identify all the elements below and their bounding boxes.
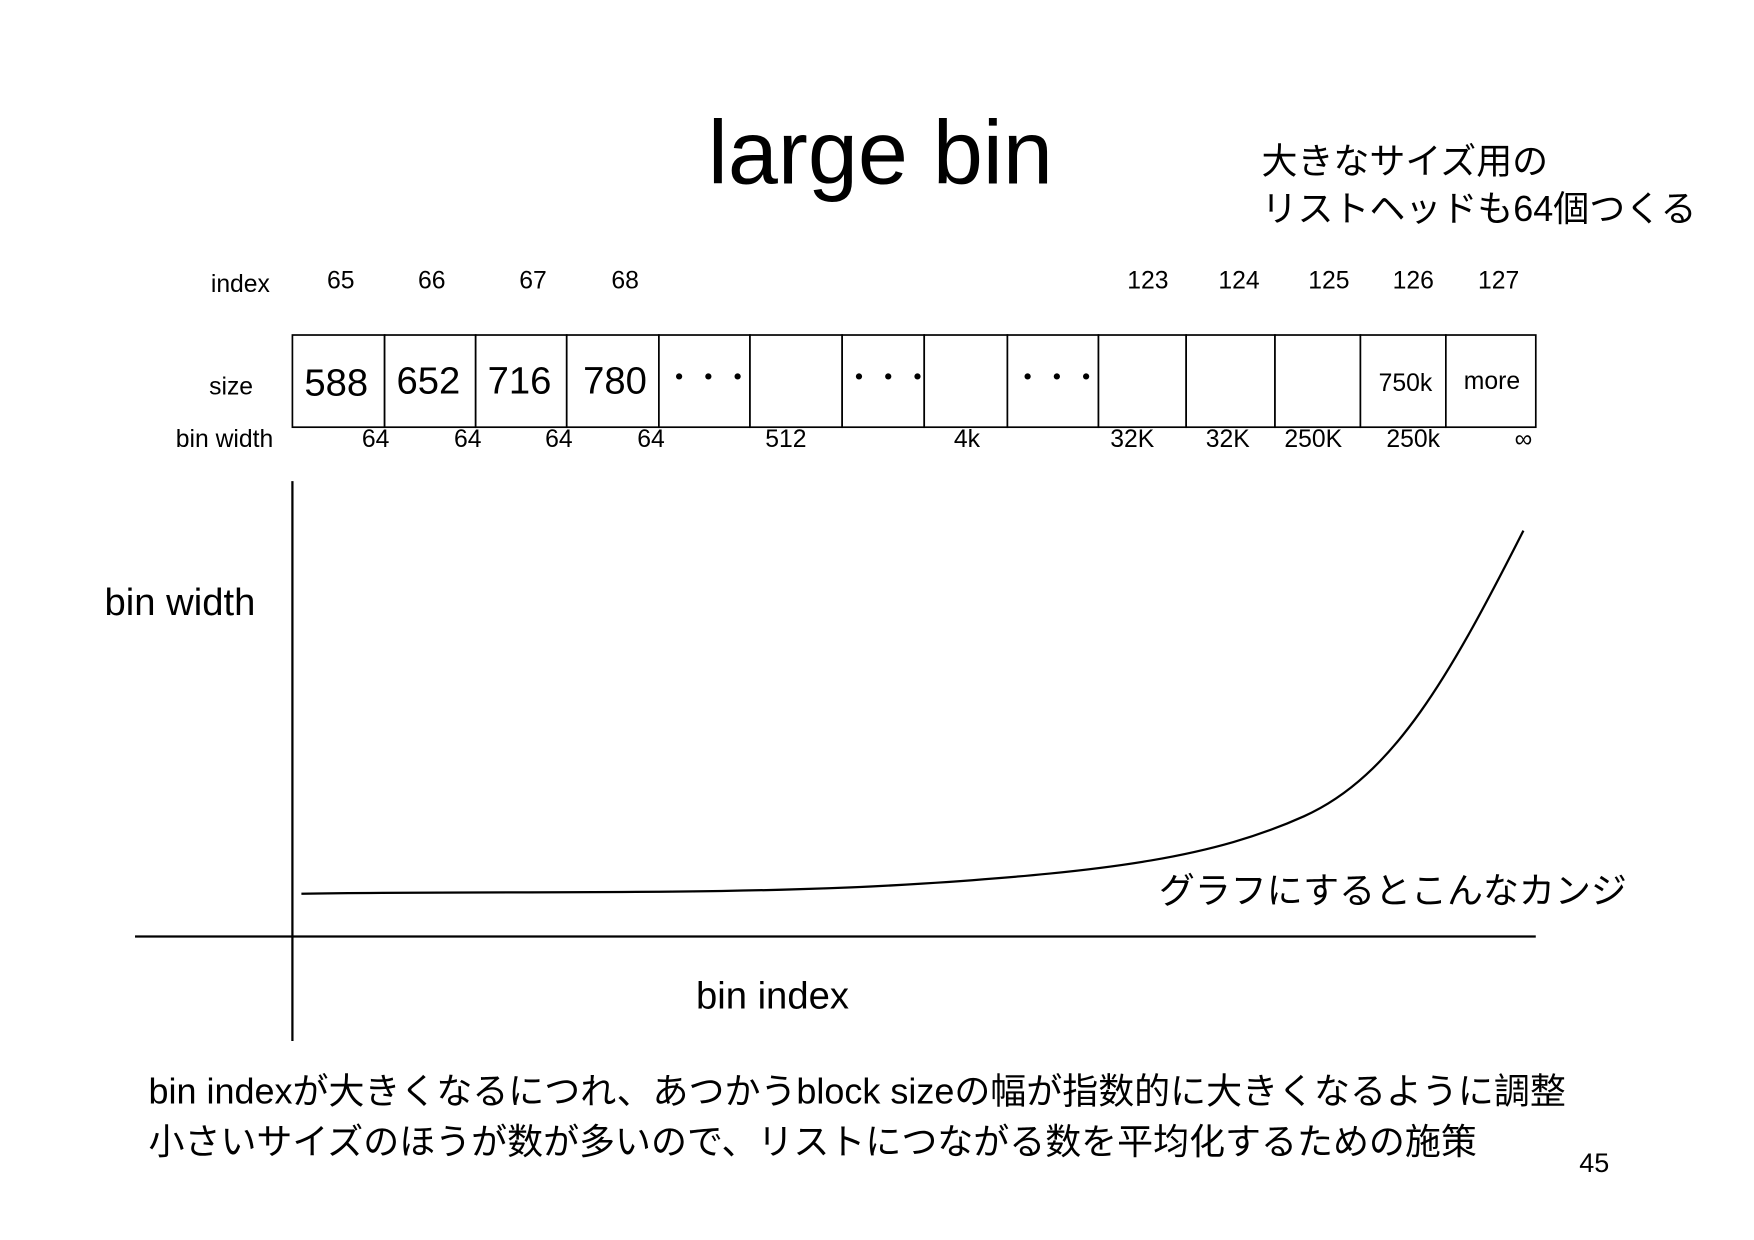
bin-width-label: 64 bbox=[362, 426, 390, 453]
size-label: 588 bbox=[304, 362, 368, 405]
footer-line: 小さいサイズのほうが数が多いので、リストにつながる数を平均化するための施策 bbox=[149, 1121, 1477, 1162]
y-axis-label: bin width bbox=[105, 581, 256, 624]
row-label: bin width bbox=[176, 426, 274, 453]
index-label: 123 bbox=[1127, 268, 1168, 295]
bin-cell bbox=[383, 334, 477, 429]
bin-cell bbox=[1185, 334, 1276, 429]
page-number: 45 bbox=[1579, 1148, 1609, 1178]
size-label: more bbox=[1464, 368, 1520, 395]
bin-cell bbox=[1097, 334, 1187, 429]
bin-width-label: 32K bbox=[1206, 426, 1250, 453]
index-label: 127 bbox=[1478, 268, 1519, 295]
bin-width-label: 64 bbox=[637, 426, 665, 453]
size-label: ・・・ bbox=[665, 363, 753, 395]
bin-width-label: 64 bbox=[454, 426, 482, 453]
index-label: 126 bbox=[1393, 268, 1434, 295]
bin-width-label: 4k bbox=[954, 426, 981, 453]
size-label: ・・・ bbox=[844, 363, 932, 395]
row-label: index bbox=[211, 271, 271, 298]
note-line: リストヘッドも64個つくる bbox=[1261, 188, 1696, 229]
size-label: ・・・ bbox=[1013, 363, 1101, 395]
bin-width-label: ∞ bbox=[1515, 426, 1533, 453]
bin-cell bbox=[841, 334, 926, 429]
bin-cell bbox=[1445, 334, 1537, 429]
note-line: 大きなサイズ用の bbox=[1261, 141, 1548, 182]
index-label: 68 bbox=[611, 268, 638, 295]
bin-width-label: 64 bbox=[545, 426, 573, 453]
bin-width-label: 250K bbox=[1284, 426, 1342, 453]
title: large bin bbox=[708, 103, 1053, 203]
curve bbox=[301, 530, 1525, 895]
index-label: 125 bbox=[1308, 268, 1349, 295]
bin-width-label: 250k bbox=[1386, 426, 1440, 453]
index-label: 66 bbox=[418, 268, 446, 295]
bin-cell bbox=[658, 334, 751, 429]
footer-line: bin indexが大きくなるにつれ、あつかうblock sizeの幅が指数的に… bbox=[149, 1070, 1566, 1111]
size-label: 652 bbox=[397, 359, 461, 402]
bin-cell bbox=[474, 334, 568, 429]
index-label: 67 bbox=[519, 268, 547, 295]
bin-cell bbox=[291, 334, 386, 429]
x-axis-label: bin index bbox=[696, 974, 849, 1017]
bin-table: 65 66 67 68 123 124 125 126 127 588 652 716 780 ・・・ ・・… bbox=[291, 268, 1537, 453]
bin-cell bbox=[749, 334, 843, 429]
bin-width-label: 512 bbox=[765, 426, 806, 453]
bin-cell bbox=[923, 334, 1009, 429]
bin-cell bbox=[1359, 334, 1447, 429]
index-label: 124 bbox=[1218, 268, 1259, 295]
row-label: size bbox=[209, 373, 253, 400]
bin-cell bbox=[1006, 334, 1100, 429]
size-label: 716 bbox=[488, 359, 552, 402]
bin-cell bbox=[1274, 334, 1362, 429]
size-label: 750k bbox=[1379, 370, 1433, 397]
index-label: 65 bbox=[327, 268, 355, 295]
bin-width-label: 32K bbox=[1110, 426, 1154, 453]
size-label: 780 bbox=[583, 359, 647, 402]
annotation: グラフにするとこんなカンジ bbox=[1159, 870, 1627, 911]
